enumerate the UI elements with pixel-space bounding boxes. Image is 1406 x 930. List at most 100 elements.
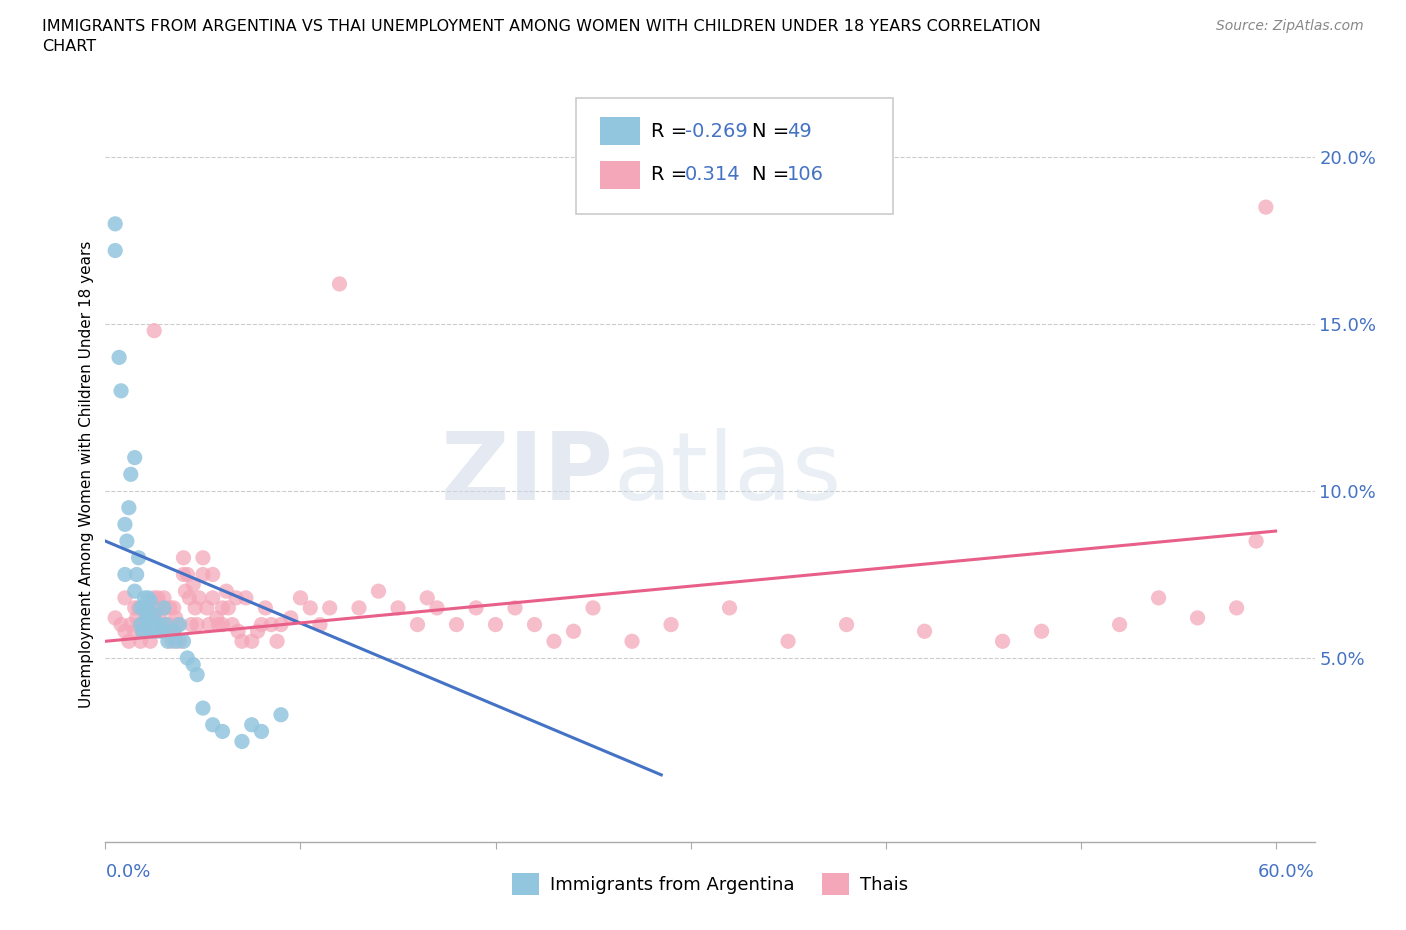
Point xyxy=(143,324,166,339)
Point xyxy=(135,610,157,625)
Point xyxy=(143,607,166,622)
Point xyxy=(776,634,799,649)
Point xyxy=(146,618,169,632)
Point xyxy=(503,601,526,616)
Point xyxy=(406,618,429,632)
Point xyxy=(562,624,585,639)
Point xyxy=(347,601,370,616)
Point xyxy=(270,708,292,723)
Point xyxy=(235,591,257,605)
Point xyxy=(155,618,177,632)
Point xyxy=(135,601,157,616)
Text: 60.0%: 60.0% xyxy=(1258,863,1315,882)
Point xyxy=(163,624,186,639)
Text: -0.269: -0.269 xyxy=(685,122,748,140)
Text: 0.0%: 0.0% xyxy=(105,863,150,882)
Point xyxy=(134,601,156,616)
Text: ZIP: ZIP xyxy=(440,429,613,520)
Point xyxy=(191,567,214,582)
Point xyxy=(211,724,233,738)
Point xyxy=(149,624,172,639)
Point xyxy=(156,634,179,649)
Point xyxy=(174,584,197,599)
Point xyxy=(523,618,546,632)
Point xyxy=(129,618,152,632)
Point xyxy=(110,383,132,398)
Point xyxy=(134,591,156,605)
Point xyxy=(145,618,167,632)
Point xyxy=(169,618,191,632)
Text: 49: 49 xyxy=(787,122,813,140)
Point xyxy=(416,591,439,605)
Point xyxy=(146,591,169,605)
Point xyxy=(138,591,160,605)
Text: 106: 106 xyxy=(787,166,824,184)
Point xyxy=(139,634,162,649)
Point xyxy=(172,567,194,582)
Point xyxy=(582,601,605,616)
Point xyxy=(201,591,224,605)
Point xyxy=(134,624,156,639)
Point xyxy=(110,618,132,632)
Point xyxy=(176,567,198,582)
Point xyxy=(153,591,176,605)
Point xyxy=(198,618,221,632)
Point xyxy=(114,624,136,639)
Point xyxy=(159,601,181,616)
Point xyxy=(181,658,204,672)
Point xyxy=(104,243,127,258)
Point xyxy=(240,634,263,649)
Point xyxy=(188,591,211,605)
Point xyxy=(299,601,322,616)
Point xyxy=(120,618,142,632)
Point xyxy=(260,618,283,632)
Point xyxy=(131,624,153,639)
Point xyxy=(180,618,202,632)
Point xyxy=(153,624,176,639)
Point xyxy=(718,601,741,616)
Point xyxy=(143,591,166,605)
Text: IMMIGRANTS FROM ARGENTINA VS THAI UNEMPLOYMENT AMONG WOMEN WITH CHILDREN UNDER 1: IMMIGRANTS FROM ARGENTINA VS THAI UNEMPL… xyxy=(42,19,1040,33)
Point xyxy=(231,734,253,749)
Point xyxy=(124,601,146,616)
Point xyxy=(1147,591,1170,605)
Point xyxy=(266,634,288,649)
Text: N =: N = xyxy=(752,166,796,184)
Point xyxy=(217,601,239,616)
Point xyxy=(139,610,162,625)
Point xyxy=(138,624,160,639)
Point xyxy=(221,618,243,632)
Point xyxy=(156,624,179,639)
Point xyxy=(1244,534,1267,549)
Point xyxy=(138,601,160,616)
Point xyxy=(1254,200,1277,215)
Point xyxy=(153,601,176,616)
Point xyxy=(139,618,162,632)
Point xyxy=(543,634,565,649)
Point xyxy=(155,618,177,632)
Point xyxy=(129,634,152,649)
Y-axis label: Unemployment Among Women with Children Under 18 years: Unemployment Among Women with Children U… xyxy=(79,241,94,708)
Point xyxy=(149,607,172,622)
Point xyxy=(159,618,181,632)
Point xyxy=(205,610,228,625)
Point xyxy=(160,634,183,649)
Point xyxy=(186,667,208,682)
Point xyxy=(914,624,936,639)
Point xyxy=(1187,610,1209,625)
Point xyxy=(125,610,148,625)
Point xyxy=(186,618,208,632)
Point xyxy=(250,618,273,632)
Point xyxy=(172,634,194,649)
Point xyxy=(141,618,163,632)
Point xyxy=(129,601,152,616)
Point xyxy=(254,601,277,616)
Point xyxy=(191,551,214,565)
Point xyxy=(280,610,302,625)
Point xyxy=(138,607,160,622)
Text: N =: N = xyxy=(752,122,796,140)
Point xyxy=(991,634,1014,649)
Point xyxy=(165,610,187,625)
Text: R =: R = xyxy=(651,166,693,184)
Point xyxy=(240,717,263,732)
